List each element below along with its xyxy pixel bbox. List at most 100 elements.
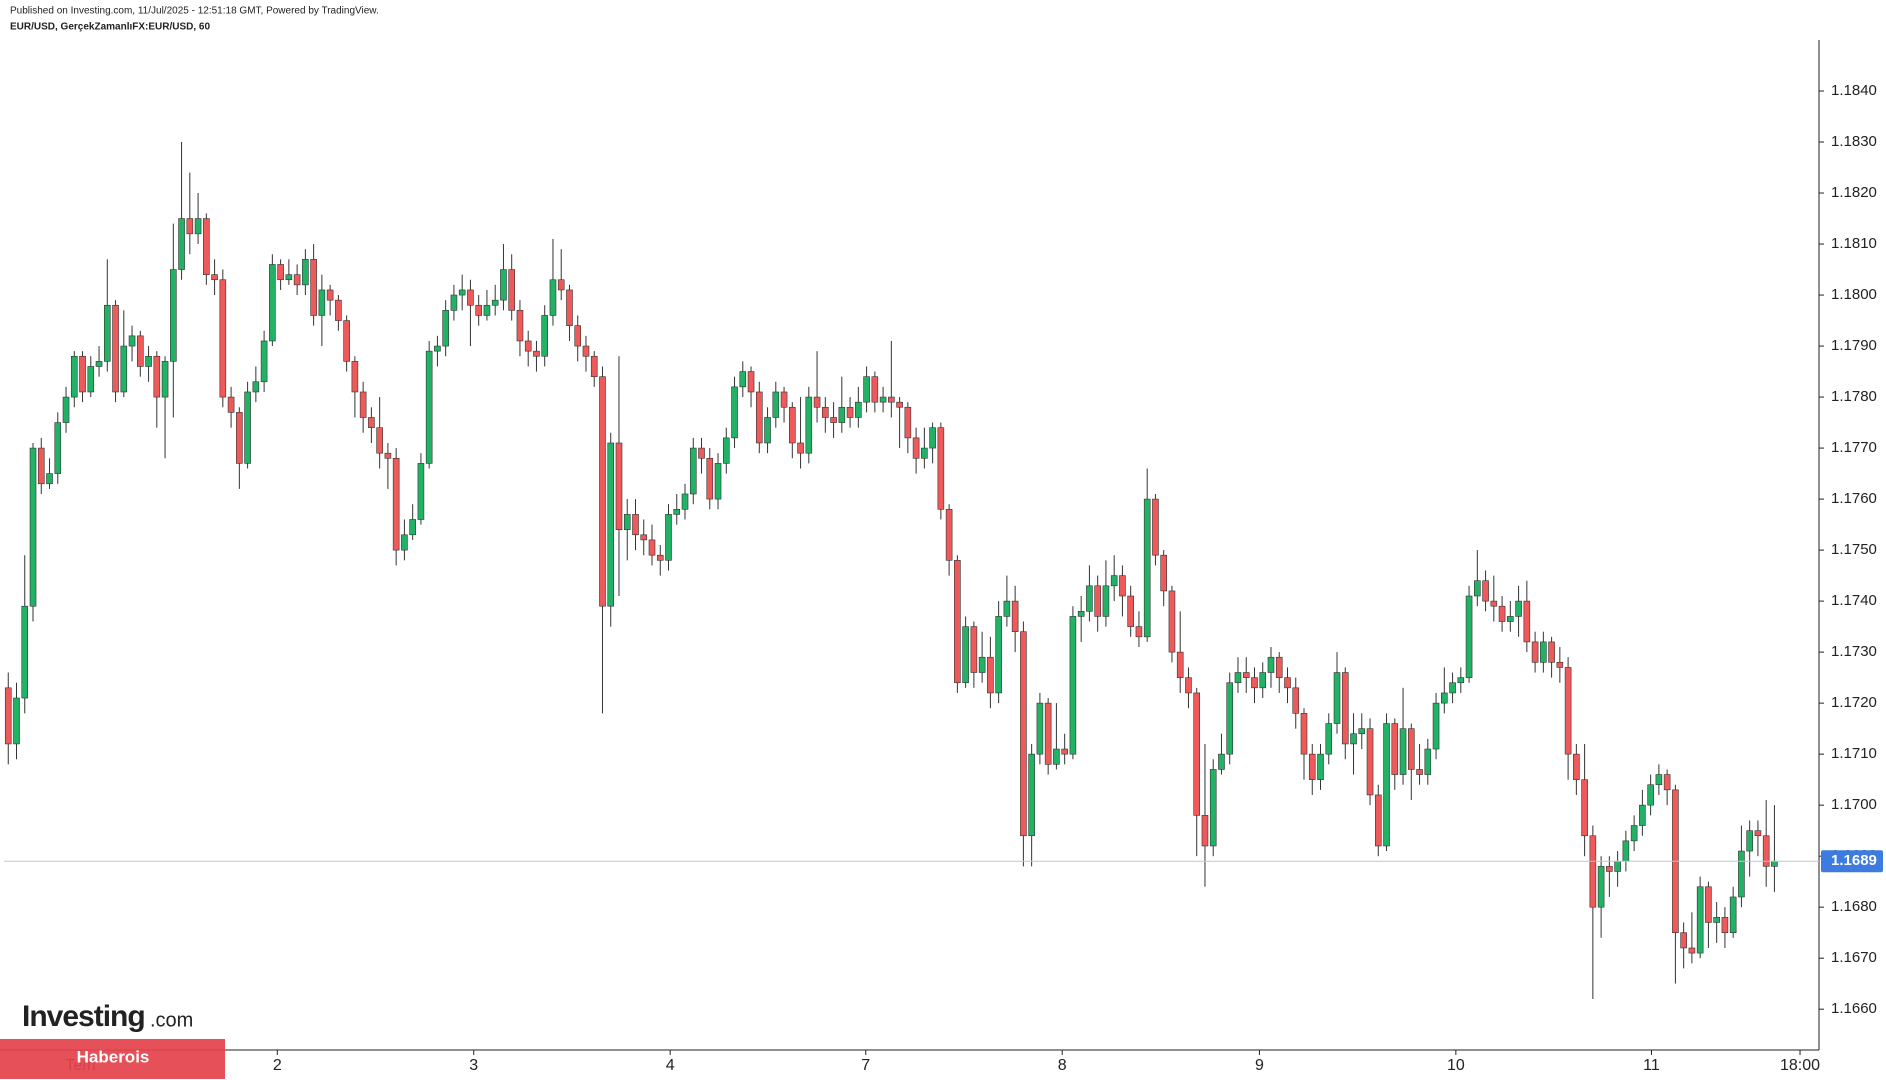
y-tick-label: 1.1740 xyxy=(1831,592,1877,609)
candle-body xyxy=(137,335,144,367)
candle-body xyxy=(401,534,408,551)
candle-body xyxy=(574,325,582,347)
candle-body xyxy=(1267,656,1275,673)
candle-body xyxy=(1160,554,1167,592)
candle-body xyxy=(1168,590,1176,653)
candle-body xyxy=(871,376,879,403)
candle-body xyxy=(1028,753,1035,837)
candle-body xyxy=(211,274,218,281)
candle-body xyxy=(483,304,491,316)
candle-body xyxy=(1531,641,1539,663)
candle-body xyxy=(1209,769,1217,847)
candle-body xyxy=(434,345,441,352)
candle-body xyxy=(1424,748,1432,775)
candle-body xyxy=(1185,677,1192,694)
candle-body xyxy=(681,493,689,510)
candle-body xyxy=(855,401,862,418)
candle-body xyxy=(1622,840,1630,862)
candle-body xyxy=(1292,687,1300,714)
y-tick-label: 1.1790 xyxy=(1831,337,1877,354)
candle-body xyxy=(186,218,194,235)
candle-body xyxy=(359,391,367,418)
candle-body xyxy=(70,355,78,398)
candle-body xyxy=(1308,753,1316,780)
candle-body xyxy=(904,406,912,439)
candle-body xyxy=(1350,733,1357,745)
y-tick-label: 1.1800 xyxy=(1831,286,1877,303)
candle-body xyxy=(1416,769,1423,775)
candle-body xyxy=(1705,886,1712,923)
candle-body xyxy=(37,447,45,485)
candle-body xyxy=(1061,748,1068,755)
candle-body xyxy=(1135,626,1143,638)
candle-body xyxy=(888,396,895,403)
candle-body xyxy=(475,304,482,316)
candle-body xyxy=(335,299,342,321)
chart-title: EUR/USD, GerçekZamanlıFX:EUR/USD, 60 xyxy=(10,22,210,33)
candle-body xyxy=(822,406,829,418)
candle-body xyxy=(780,391,788,408)
candle-body xyxy=(689,447,697,495)
candle-body xyxy=(1639,804,1646,826)
x-tick-label: 11 xyxy=(1643,1057,1660,1074)
candle-body xyxy=(1474,580,1481,597)
candle-body xyxy=(178,218,185,270)
candle-body xyxy=(731,386,738,439)
candle-body xyxy=(590,355,598,377)
candle-body xyxy=(1234,672,1242,684)
candle-body xyxy=(1053,748,1060,765)
candle-body xyxy=(524,340,532,352)
candle-body xyxy=(219,279,227,398)
x-tick-label: 10 xyxy=(1447,1057,1465,1074)
candle-body xyxy=(516,310,524,342)
candle-body xyxy=(384,452,392,459)
candle-body xyxy=(607,442,615,607)
candle-body xyxy=(813,396,821,408)
candle-body xyxy=(1498,605,1506,622)
y-tick-label: 1.1670 xyxy=(1831,949,1877,966)
candle-body xyxy=(1242,672,1250,678)
y-tick-label: 1.1730 xyxy=(1831,643,1877,660)
candle-body xyxy=(1341,672,1349,745)
candle-body xyxy=(1713,917,1720,923)
candle-body xyxy=(1540,641,1547,663)
candle-body xyxy=(203,218,210,275)
candle-body xyxy=(1655,774,1663,786)
candle-body xyxy=(1300,713,1308,755)
candle-body xyxy=(557,279,565,291)
candle-body xyxy=(789,406,796,444)
candle-body xyxy=(1317,753,1324,780)
candle-body xyxy=(1663,774,1671,791)
candle-body xyxy=(1465,595,1473,678)
y-tick-label: 1.1840 xyxy=(1831,82,1877,99)
candle-body xyxy=(1366,728,1374,796)
candle-body xyxy=(1275,656,1283,678)
candle-body xyxy=(1762,835,1770,867)
y-tick-label: 1.1810 xyxy=(1831,235,1877,252)
x-tick-label: 4 xyxy=(666,1057,675,1074)
candle-body xyxy=(1011,600,1019,633)
candle-body xyxy=(954,560,961,684)
candle-body xyxy=(161,361,169,398)
candle-body xyxy=(937,427,945,510)
candle-body xyxy=(153,355,161,398)
candle-body xyxy=(978,656,986,673)
candle-body xyxy=(1696,886,1704,954)
candle-body xyxy=(392,457,400,551)
candle-body xyxy=(1259,672,1267,689)
y-tick-label: 1.1680 xyxy=(1831,898,1877,915)
candle-body xyxy=(112,304,119,393)
candle-body xyxy=(244,391,251,464)
candle-body xyxy=(541,315,549,357)
candle-body xyxy=(1564,667,1572,755)
candle-body xyxy=(1630,825,1638,842)
candle-body xyxy=(648,539,656,556)
candle-body xyxy=(1374,794,1382,847)
candle-body xyxy=(285,274,293,281)
candle-body xyxy=(1597,866,1605,908)
candle-body xyxy=(805,396,813,454)
candle-body xyxy=(739,371,747,388)
candle-body xyxy=(706,457,714,500)
candle-body xyxy=(1507,616,1514,622)
candle-body xyxy=(1127,595,1134,627)
